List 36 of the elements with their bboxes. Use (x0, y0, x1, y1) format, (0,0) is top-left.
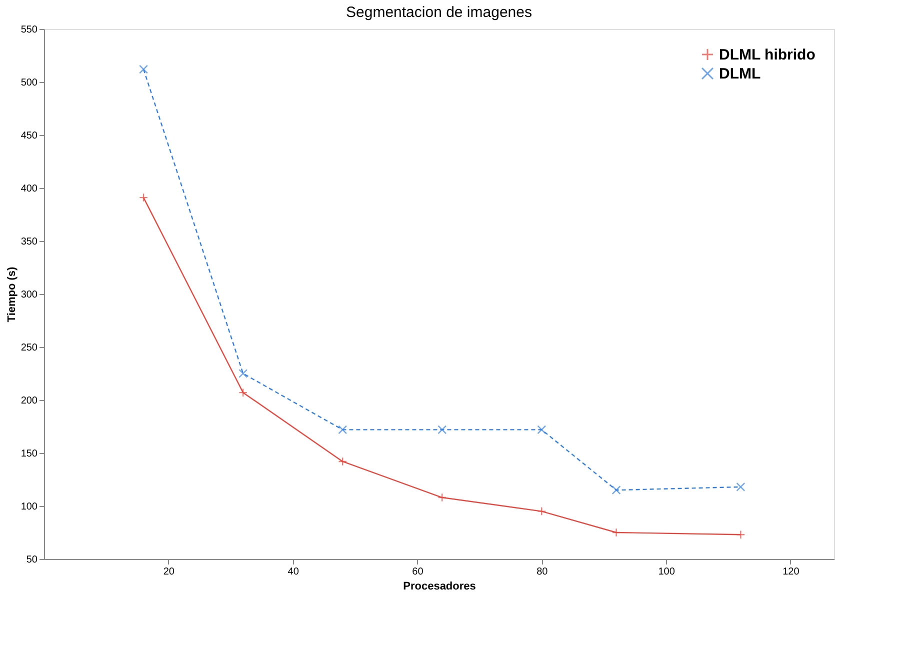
point (338, 425, 348, 434)
point (238, 388, 248, 398)
y-tick-label: 550 (20, 24, 38, 36)
point (537, 425, 546, 434)
y-tick-label: 500 (20, 78, 38, 88)
point (438, 425, 447, 434)
x-tick-label: 20 (163, 566, 175, 578)
point (612, 528, 621, 537)
chart-title: Segmentacion de imagenes (346, 4, 532, 21)
x-axis-title: Procesadores (403, 580, 476, 592)
x-tick-label: 100 (658, 566, 676, 578)
point (139, 64, 148, 74)
point (338, 457, 348, 466)
legend-label: DLML (719, 66, 761, 82)
y-tick-label: 200 (20, 396, 38, 406)
y-tick-label: 100 (20, 502, 38, 512)
y-tick-label: 350 (20, 236, 38, 248)
point (736, 482, 746, 492)
y-tick-label: 450 (20, 130, 38, 142)
y-axis-title: Tiempo (s) (6, 266, 18, 322)
point (612, 486, 621, 495)
y-tick-label: 50 (26, 554, 38, 566)
x-tick-label: 40 (288, 566, 300, 578)
point (139, 193, 148, 202)
point (438, 493, 447, 502)
y-tick-label: 250 (20, 342, 38, 354)
x-tick-label: 120 (782, 566, 800, 578)
legend-label: DLML hibrido (719, 46, 816, 64)
y-tick-label: 400 (20, 184, 38, 194)
point (537, 506, 546, 516)
point (238, 369, 248, 378)
x-tick-label: 60 (412, 566, 424, 578)
y-tick-label: 150 (20, 448, 38, 460)
x-tick-label: 80 (536, 566, 548, 578)
y-tick-label: 300 (20, 290, 38, 300)
point (736, 530, 746, 540)
